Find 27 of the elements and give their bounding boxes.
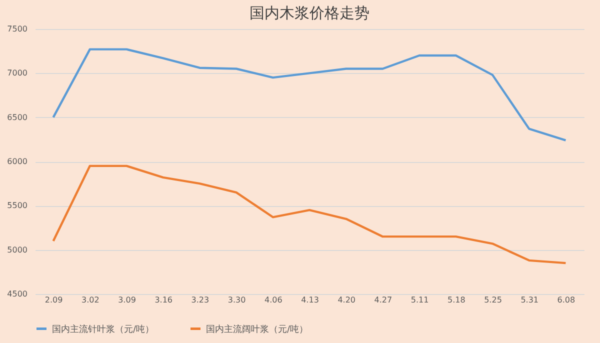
line-series <box>52 48 567 142</box>
x-tick-label: 2.09 <box>44 296 63 304</box>
y-tick-label: 7500 <box>7 24 28 34</box>
y-tick-label: 4500 <box>7 290 28 298</box>
x-tick-label: 3.02 <box>81 296 100 304</box>
y-tick-label: 6500 <box>7 112 28 122</box>
y-tick-label: 7000 <box>7 68 28 78</box>
x-tick-label: 6.08 <box>557 296 576 304</box>
legend-label: 国内主流阔叶浆（元/吨） <box>206 324 308 335</box>
x-tick-label: 3.16 <box>154 296 173 304</box>
x-tick-label: 3.09 <box>118 296 136 304</box>
y-tick-label: 5000 <box>7 245 28 254</box>
x-tick-label: 5.31 <box>520 296 539 304</box>
y-tick-label: 5500 <box>7 201 28 210</box>
x-tick-label: 4.27 <box>374 296 392 304</box>
line-series <box>52 164 567 264</box>
x-tick-label: 4.13 <box>301 296 319 304</box>
y-tick-label: 6000 <box>7 157 28 166</box>
x-tick-label: 4.06 <box>264 296 282 304</box>
x-tick-label: 5.25 <box>484 296 502 304</box>
x-tick-label: 3.30 <box>228 296 246 304</box>
legend-label: 国内主流针叶浆（元/吨） <box>52 324 154 335</box>
chart-title: 国内木浆价格走势 <box>250 4 370 22</box>
x-tick-label: 3.23 <box>191 296 210 304</box>
x-tick-label: 5.11 <box>410 296 429 304</box>
x-tick-label: 4.20 <box>338 296 356 304</box>
x-tick-label: 5.18 <box>447 296 466 304</box>
